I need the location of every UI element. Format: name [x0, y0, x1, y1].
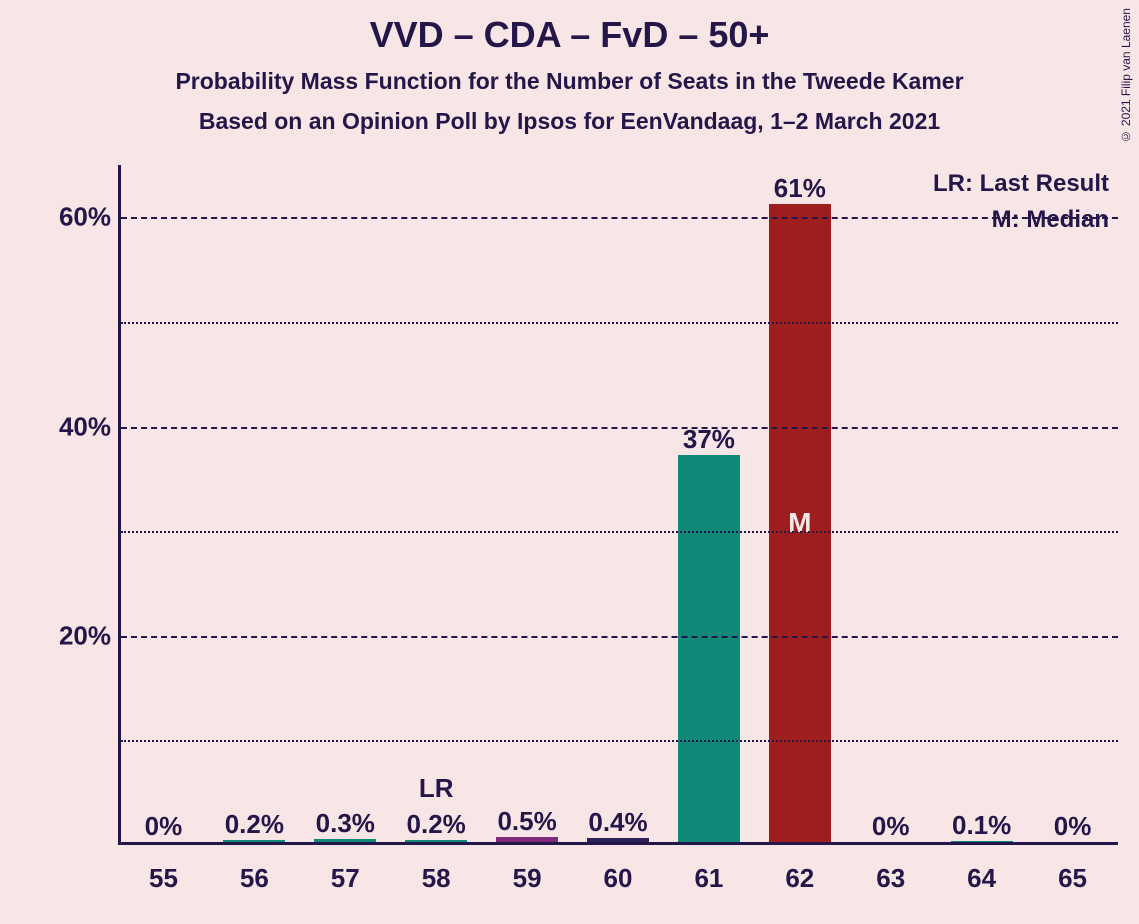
bar	[496, 837, 558, 842]
bar-value-label: 0.1%	[952, 810, 1011, 841]
bar	[314, 839, 376, 842]
bar	[587, 838, 649, 842]
xtick-label: 61	[694, 863, 723, 894]
plot-area: 0% 0.2% 0.3% LR 0.2% 0.5% 0.4% 37% M 61% 0% 0.1% 0%	[118, 165, 1118, 845]
gridline-minor	[121, 322, 1118, 324]
bar-value-label: 0%	[1054, 811, 1092, 842]
bar-value-label: 0.2%	[407, 809, 466, 840]
xtick-label: 62	[785, 863, 814, 894]
bar-median-mark: M	[788, 507, 811, 539]
bar	[678, 455, 740, 842]
xtick-label: 58	[422, 863, 451, 894]
bar-value-label: 61%	[774, 173, 826, 204]
xtick-label: 64	[967, 863, 996, 894]
xtick-label: 57	[331, 863, 360, 894]
xtick-label: 55	[149, 863, 178, 894]
bar-lr-mark: LR	[419, 773, 454, 804]
chart-subtitle: Probability Mass Function for the Number…	[0, 68, 1139, 95]
gridline-major	[121, 636, 1118, 638]
copyright-note: © 2021 Filip van Laenen	[1119, 8, 1133, 143]
ytick-label: 40%	[59, 411, 111, 442]
bar-value-label: 0%	[145, 811, 183, 842]
xtick-label: 65	[1058, 863, 1087, 894]
bar-value-label: 0.3%	[316, 808, 375, 839]
xtick-label: 56	[240, 863, 269, 894]
xtick-label: 59	[513, 863, 542, 894]
legend-m: M: Median	[992, 206, 1109, 234]
bar	[951, 841, 1013, 842]
gridline-minor	[121, 740, 1118, 742]
xtick-label: 63	[876, 863, 905, 894]
bar-value-label: 0.2%	[225, 809, 284, 840]
legend-lr: LR: Last Result	[933, 170, 1109, 198]
chart-subtitle2: Based on an Opinion Poll by Ipsos for Ee…	[0, 108, 1139, 135]
gridline-major	[121, 217, 1118, 219]
bar-value-label: 37%	[683, 424, 735, 455]
xtick-label: 60	[604, 863, 633, 894]
ytick-label: 60%	[59, 202, 111, 233]
gridline-major	[121, 427, 1118, 429]
ytick-label: 20%	[59, 620, 111, 651]
bar-value-label: 0%	[872, 811, 910, 842]
bar-value-label: 0.4%	[588, 807, 647, 838]
pmf-bar-chart: VVD – CDA – FvD – 50+ Probability Mass F…	[0, 0, 1139, 924]
bars-container: 0% 0.2% 0.3% LR 0.2% 0.5% 0.4% 37% M 61% 0% 0.1% 0%	[118, 165, 1118, 845]
bar-value-label: 0.5%	[497, 806, 556, 837]
bar	[223, 840, 285, 842]
bar	[405, 840, 467, 842]
gridline-minor	[121, 531, 1118, 533]
chart-title: VVD – CDA – FvD – 50+	[0, 14, 1139, 56]
